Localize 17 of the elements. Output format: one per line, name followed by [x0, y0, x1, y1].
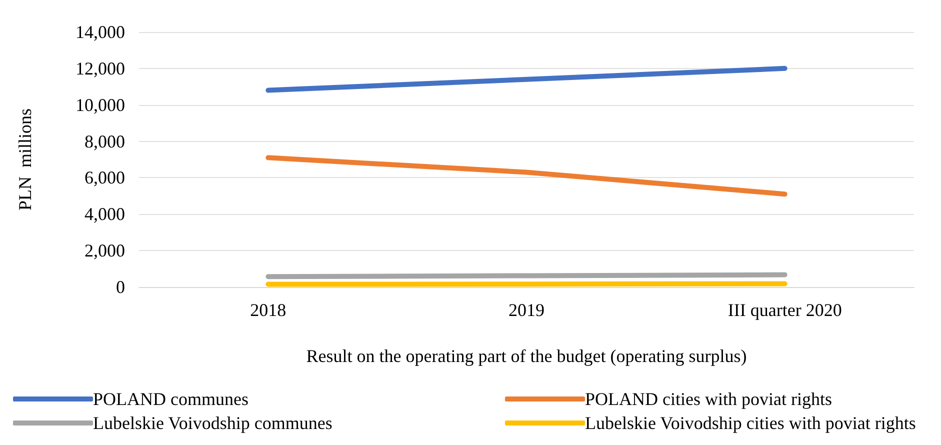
- y-tick-label: 4,000: [84, 204, 125, 224]
- x-tick-label: III quarter 2020: [728, 300, 842, 320]
- x-tick-label: 2018: [250, 300, 286, 320]
- y-tick-label: 2,000: [84, 240, 125, 261]
- legend-label: POLAND communes: [93, 389, 248, 409]
- y-tick-label: 0: [116, 277, 125, 297]
- y-tick-label: 8,000: [84, 131, 125, 152]
- x-axis-title: Result on the operating part of the budget (operating surplus): [306, 346, 747, 366]
- y-axis-title: PLN millions: [15, 108, 35, 211]
- legend-label: Lubelskie Voivodship cities with poviat rights: [585, 413, 916, 433]
- y-tick-label: 6,000: [84, 168, 125, 188]
- legend-label: Lubelskie Voivodship communes: [93, 413, 332, 433]
- y-tick-label: 10,000: [76, 94, 125, 115]
- y-tick-label: 14,000: [76, 22, 125, 42]
- x-tick-label: 2019: [508, 300, 544, 320]
- legend-label: POLAND cities with poviat rights: [585, 389, 832, 409]
- y-tick-label: 12,000: [76, 58, 125, 78]
